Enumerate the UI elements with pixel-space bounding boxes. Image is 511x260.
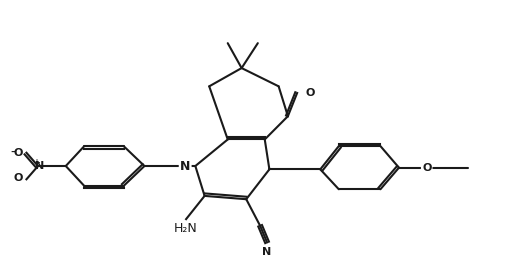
- Text: O: O: [422, 163, 431, 173]
- Text: O: O: [14, 148, 23, 158]
- Text: -: -: [10, 146, 15, 160]
- Text: N: N: [35, 161, 44, 171]
- Text: +: +: [32, 158, 40, 168]
- Text: O: O: [305, 88, 314, 98]
- Text: N: N: [263, 247, 272, 257]
- Text: N: N: [180, 160, 191, 173]
- Text: H₂N: H₂N: [174, 222, 198, 235]
- Text: O: O: [14, 173, 23, 183]
